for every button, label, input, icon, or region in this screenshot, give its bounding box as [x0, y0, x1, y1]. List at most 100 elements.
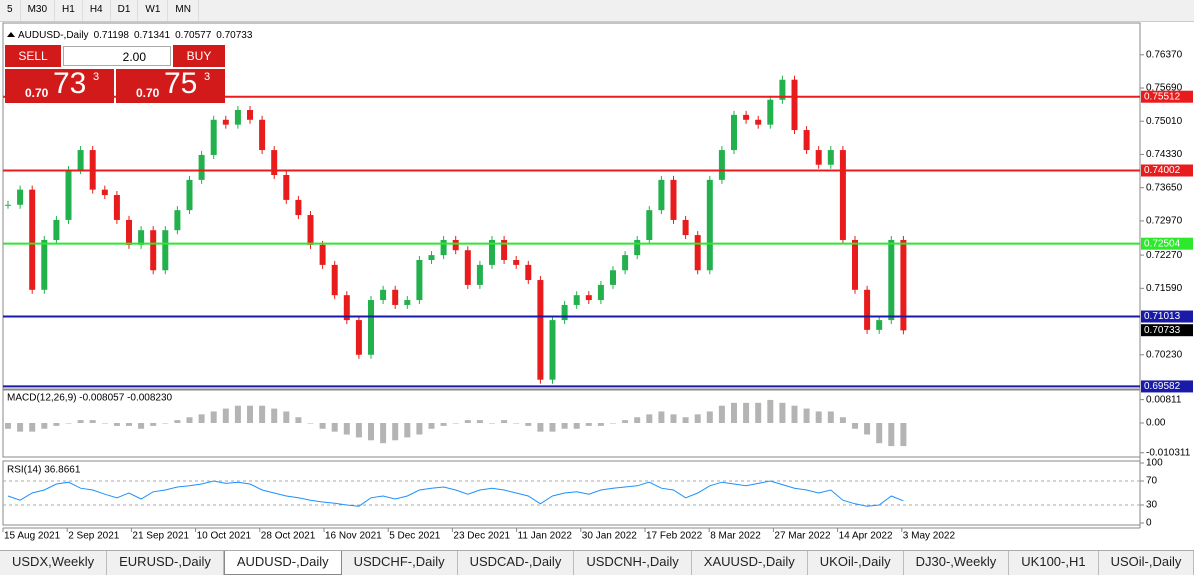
candle	[864, 289, 871, 330]
histogram-bar	[440, 423, 447, 426]
sell-price[interactable]: 0.70 73 3	[5, 67, 114, 103]
candle	[597, 284, 604, 301]
header-arrow	[7, 32, 15, 37]
histogram-bar	[489, 423, 495, 424]
candle	[259, 119, 266, 151]
symbol-tab[interactable]: USDX,Weekly	[0, 551, 108, 575]
timeframe-button[interactable]: MN	[168, 0, 199, 21]
histogram-bar	[501, 420, 508, 423]
histogram-bar	[900, 423, 907, 447]
ohlc-value: 0.71198	[94, 30, 130, 41]
candle	[670, 179, 677, 220]
buy-button[interactable]: BUY	[173, 45, 225, 67]
timeframe-button[interactable]: D1	[111, 0, 139, 21]
ohlc-value: 0.70577	[175, 30, 212, 41]
level-tag	[1141, 310, 1193, 323]
candle	[561, 304, 568, 321]
x-tick-label: 5 Dec 2021	[389, 531, 441, 542]
current-price: 0.70733	[1144, 325, 1181, 336]
histogram-bar	[827, 411, 834, 423]
level-tag	[1141, 90, 1193, 103]
x-tick-label: 30 Jan 2022	[582, 531, 637, 542]
level-label: 0.69582	[1144, 381, 1181, 392]
timeframe-button[interactable]: H4	[83, 0, 111, 21]
symbol-tab[interactable]: DJ30-,Weekly	[904, 551, 1010, 575]
x-tick-label: 23 Dec 2021	[453, 531, 510, 542]
y-tick-label: 0.71590	[1146, 283, 1183, 294]
histogram-bar	[404, 423, 411, 438]
histogram-bar	[585, 423, 592, 426]
y-tick-label: 0.70230	[1146, 349, 1183, 360]
candle	[464, 250, 471, 285]
histogram-bar	[138, 423, 145, 429]
level-tag	[1141, 380, 1193, 393]
histogram-bar	[29, 423, 36, 432]
candle	[585, 295, 592, 301]
histogram-bar	[392, 423, 399, 441]
x-tick-label: 21 Sep 2021	[132, 531, 189, 542]
indicator-title: MACD(12,26,9) -0.008057 -0.008230	[7, 393, 173, 404]
histogram-bar	[283, 411, 290, 423]
ohlc-value: 0.70733	[216, 30, 253, 41]
symbol-tab[interactable]: XAUUSD-,Daily	[692, 551, 808, 575]
candle	[404, 300, 411, 305]
candle	[295, 199, 302, 216]
symbol-tab[interactable]: USDCAD-,Daily	[458, 551, 575, 575]
price-big: 75	[164, 67, 198, 100]
panel-frame	[2, 460, 1141, 526]
candle	[138, 230, 145, 245]
price-prefix: 0.70	[25, 86, 49, 100]
candle	[247, 110, 253, 120]
timeframe-button[interactable]: M30	[21, 0, 56, 21]
histogram-bar	[53, 423, 60, 426]
timeframe-toolbar: 5 M30 H1 H4 D1 W1 MN	[0, 0, 1194, 22]
histogram-bar	[234, 405, 241, 423]
x-tick-label: 17 Feb 2022	[646, 531, 703, 542]
symbol-tabs: USDX,Weekly EURUSD-,Daily AUDUSD-,Daily USD…	[0, 550, 1194, 575]
y-tick-label: 0.74330	[1146, 149, 1183, 160]
lot-input[interactable]: 2.00	[63, 46, 171, 66]
candle	[162, 230, 169, 271]
x-tick-label: 2 Sep 2021	[68, 531, 120, 542]
histogram-bar	[839, 417, 846, 423]
histogram-bar	[174, 420, 181, 423]
histogram-bar	[622, 420, 629, 423]
histogram-bar	[525, 423, 532, 426]
timeframe-button[interactable]: 5	[0, 0, 21, 21]
y-tick-label: 0	[1146, 518, 1152, 529]
candle	[501, 239, 508, 260]
timeframe-button[interactable]: H1	[55, 0, 83, 21]
symbol-tab[interactable]: USDCHF-,Daily	[342, 551, 458, 575]
symbol-tab[interactable]: UKOil-,Daily	[808, 551, 904, 575]
chart: 0.76370 0.75690 0.75010 0.74330 0.73650 0.729…	[2, 22, 1193, 542]
symbol-tab[interactable]: UK100-,H1	[1009, 551, 1099, 575]
timeframe-button[interactable]: W1	[138, 0, 169, 21]
price-big: 73	[53, 67, 87, 100]
candle	[815, 150, 822, 165]
buy-price[interactable]: 0.70 75 3	[116, 67, 225, 103]
candle	[549, 320, 556, 380]
histogram-bar	[416, 423, 423, 435]
symbol-tab[interactable]: USOil-,Daily	[1099, 551, 1194, 575]
symbol-tab[interactable]: AUDUSD-,Daily	[223, 551, 342, 575]
candle	[65, 170, 72, 220]
panel-frame	[2, 388, 1141, 458]
histogram-bar	[634, 417, 641, 423]
histogram-bar	[791, 405, 798, 423]
histogram-bar	[852, 423, 858, 429]
histogram-bar	[864, 423, 871, 435]
y-tick-label: 0.76370	[1146, 49, 1183, 60]
x-tick-label: 8 Mar 2022	[710, 531, 761, 542]
candle	[791, 79, 798, 131]
symbol-tab[interactable]: EURUSD-,Daily	[107, 551, 224, 575]
histogram-bar	[150, 423, 157, 426]
sell-button[interactable]: SELL	[5, 45, 61, 67]
symbol-tab[interactable]: USDCNH-,Daily	[574, 551, 692, 575]
candle	[694, 235, 701, 271]
histogram-bar	[295, 417, 302, 423]
y-tick-label: 0.73650	[1146, 182, 1183, 193]
x-tick-label: 11 Jan 2022	[518, 531, 573, 542]
candle	[743, 114, 750, 120]
histogram-bar	[573, 423, 580, 429]
